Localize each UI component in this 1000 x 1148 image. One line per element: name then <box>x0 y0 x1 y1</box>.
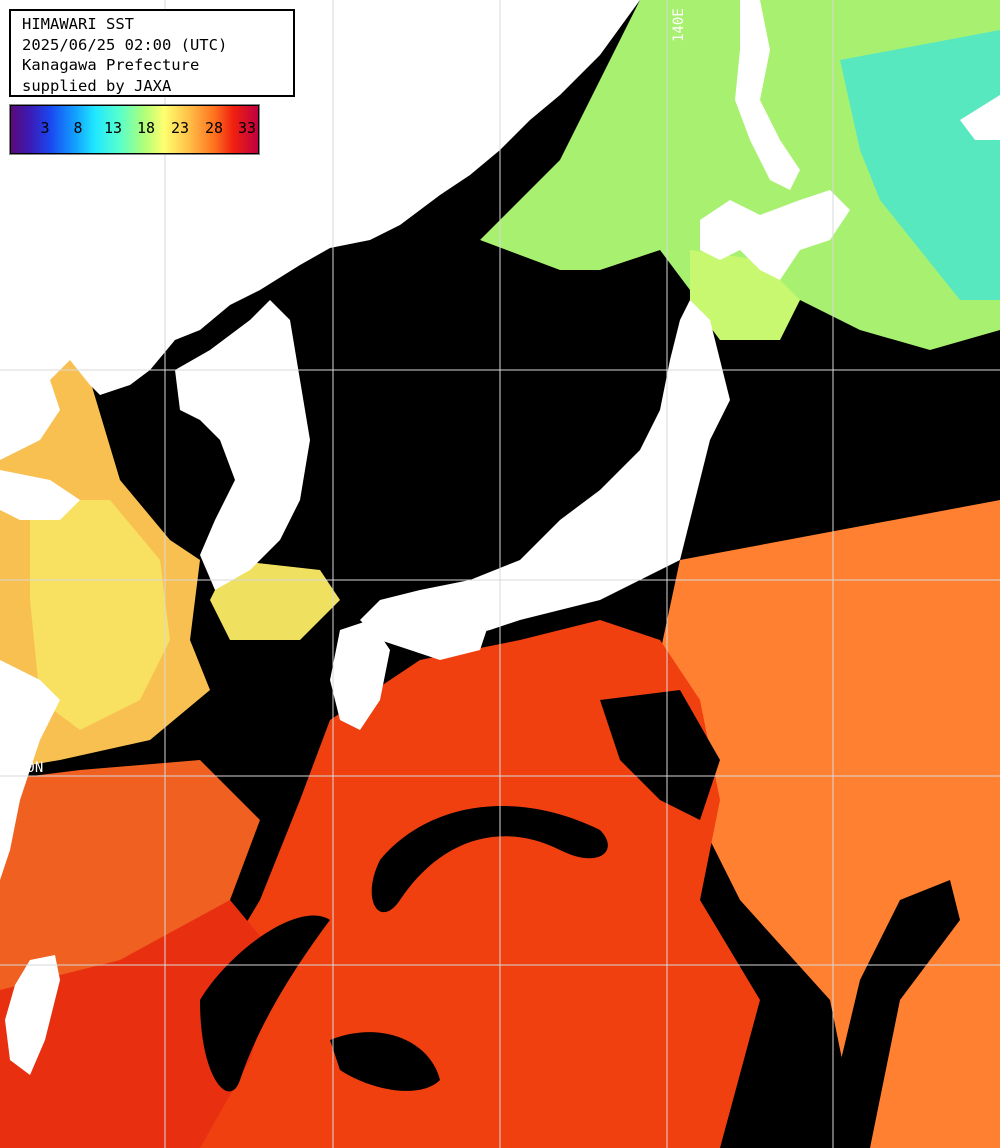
kamchatka-fragment <box>960 95 1000 140</box>
lon-label-140e: 140E <box>671 8 687 42</box>
sakhalin-island <box>735 0 800 190</box>
korean-peninsula <box>175 300 310 590</box>
hokkaido-island <box>700 190 850 280</box>
cloud-band-5 <box>600 690 720 820</box>
map-region: Kanagawa Prefecture <box>22 56 200 74</box>
legend-label-18: 18 <box>136 119 156 137</box>
cloud-band-3 <box>820 880 960 1148</box>
legend-label-13: 13 <box>103 119 123 137</box>
kyushu-island <box>330 620 390 730</box>
taiwan-island <box>5 955 60 1075</box>
legend-label-3: 3 <box>40 119 50 137</box>
info-box: HIMAWARI SST 2025/06/25 02:00 (UTC) Kana… <box>9 9 295 97</box>
west-orange-sea <box>0 760 260 1000</box>
map-datetime: 2025/06/25 02:00 (UTC) <box>22 35 228 54</box>
legend-label-8: 8 <box>73 119 83 137</box>
lat-label-30n: 30N <box>18 760 43 776</box>
cloud-band-4 <box>330 1032 440 1091</box>
sea-of-japan-cloud <box>250 230 680 570</box>
cloud-band-1 <box>371 806 608 913</box>
shandong-peninsula <box>0 470 80 520</box>
legend-label-23: 23 <box>170 119 190 137</box>
philippine-sea-hot <box>0 900 280 1148</box>
honshu-island <box>360 300 730 650</box>
lat-label-40n: 40N <box>18 354 43 370</box>
legend-color-bar <box>11 106 258 153</box>
map-title: HIMAWARI SST <box>22 15 134 33</box>
legend-label-28: 28 <box>204 119 224 137</box>
cloud-band-2 <box>200 915 330 1092</box>
okhotsk-very-cold-sea <box>840 30 1000 300</box>
temperature-legend: 3 8 13 18 23 28 33 <box>9 104 260 155</box>
eastern-pacific-orange <box>650 500 1000 1148</box>
china-coast-land <box>0 660 60 880</box>
legend-label-33: 33 <box>237 119 257 137</box>
map-credit: supplied by JAXA <box>22 76 172 95</box>
shikoku-island <box>410 610 490 660</box>
yellow-sea-cool <box>30 500 170 730</box>
